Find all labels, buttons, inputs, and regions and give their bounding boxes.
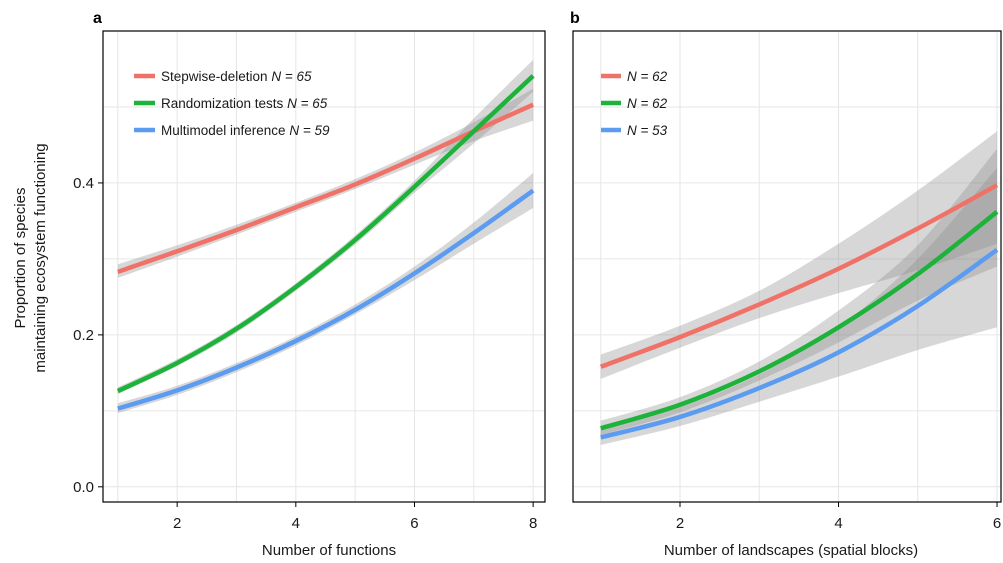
y-axis-title-line2: maintaining ecosystem functioning bbox=[32, 143, 49, 372]
panel-a-legend: Stepwise-deletion N = 65 Randomization t… bbox=[134, 69, 330, 138]
panel-b-lines bbox=[599, 183, 999, 440]
x-tick-label: 6 bbox=[410, 515, 418, 532]
x-tick-label: 4 bbox=[292, 515, 300, 532]
legend-label-randomization: Randomization tests bbox=[161, 96, 284, 111]
x-tick-label: 4 bbox=[834, 515, 842, 532]
panel-b-ticks: 2 4 6 bbox=[676, 502, 1001, 532]
panel-a-x-axis-title: Number of functions bbox=[262, 542, 396, 559]
series-line-multimodel bbox=[117, 188, 535, 411]
panel-b-grid bbox=[573, 30, 1001, 502]
x-tick-label: 8 bbox=[529, 515, 537, 532]
panel-a-confidence-bands bbox=[117, 59, 534, 414]
panel-letter-a: a bbox=[93, 10, 102, 27]
legend-n-randomization-b: N = 62 bbox=[627, 96, 668, 111]
y-tick-label: 0.2 bbox=[73, 327, 94, 344]
panel-a-grid bbox=[103, 30, 545, 502]
legend-n-multimodel-b: N = 53 bbox=[627, 123, 668, 138]
panel-b-legend: N = 62 N = 62 N = 53 bbox=[601, 69, 668, 138]
panel-b-frame bbox=[572, 30, 1002, 503]
series-line-randomization bbox=[600, 210, 999, 431]
legend-n-randomization: N = 65 bbox=[287, 96, 328, 111]
panel-a-lines bbox=[116, 74, 535, 411]
confidence-band-stepwise bbox=[117, 88, 534, 278]
confidence-band-multimodel bbox=[117, 173, 534, 414]
legend-entry-stepwise: Stepwise-deletion N = 65 bbox=[161, 69, 312, 84]
panel-a: a 2 4 6 8 0.0 0.2 0.4 Number of functions Step… bbox=[73, 10, 546, 559]
series-line-randomization bbox=[116, 74, 535, 394]
legend-n-multimodel: N = 59 bbox=[289, 123, 330, 138]
legend-entry-randomization: Randomization tests N = 65 bbox=[161, 96, 328, 111]
confidence-band-randomization bbox=[600, 148, 998, 436]
panel-b: b 2 4 6 Number of landscapes (spatial bloc… bbox=[570, 10, 1002, 559]
x-tick-label: 2 bbox=[676, 515, 684, 532]
legend-n-stepwise: N = 65 bbox=[271, 69, 312, 84]
legend-label-stepwise: Stepwise-deletion bbox=[161, 69, 268, 84]
panel-letter-b: b bbox=[570, 10, 580, 27]
series-line-multimodel bbox=[600, 247, 999, 440]
panel-a-frame bbox=[102, 30, 546, 503]
legend-entry-multimodel: Multimodel inference N = 59 bbox=[161, 123, 330, 138]
panel-b-x-axis-title: Number of landscapes (spatial blocks) bbox=[664, 542, 918, 559]
y-tick-label: 0.0 bbox=[73, 479, 94, 496]
series-line-stepwise bbox=[599, 183, 999, 369]
legend-n-stepwise-b: N = 62 bbox=[627, 69, 668, 84]
x-tick-label: 2 bbox=[173, 515, 181, 532]
y-axis-title-line1: Proportion of species bbox=[12, 188, 29, 329]
panel-a-ticks: 2 4 6 8 0.0 0.2 0.4 bbox=[73, 175, 537, 532]
y-tick-label: 0.4 bbox=[73, 175, 94, 192]
legend-label-multimodel: Multimodel inference bbox=[161, 123, 286, 138]
x-tick-label: 6 bbox=[993, 515, 1001, 532]
